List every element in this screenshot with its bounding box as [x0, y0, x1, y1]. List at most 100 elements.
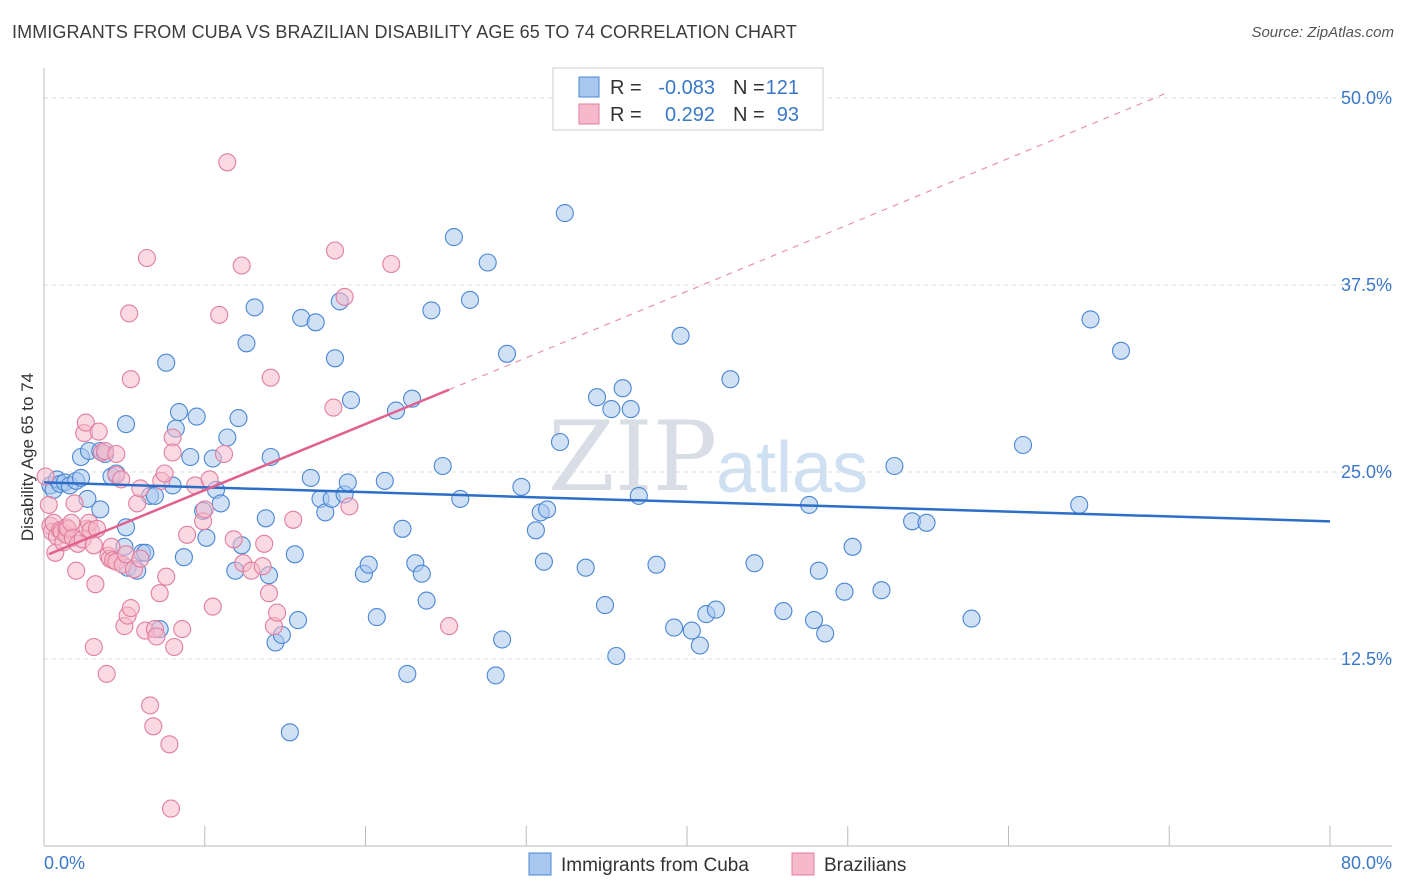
brazilians-point — [440, 617, 459, 636]
brazilians-point — [137, 248, 156, 268]
cuba-point — [245, 298, 264, 317]
brazilians-point — [218, 153, 237, 172]
cuba-point — [417, 591, 436, 610]
cuba-point — [816, 624, 835, 643]
cuba-point — [885, 456, 904, 476]
cuba-point — [422, 301, 441, 320]
bottom-legend-label-cuba: Immigrants from Cuba — [561, 855, 749, 876]
cuba-point — [359, 555, 378, 574]
brazilians-point — [131, 549, 150, 568]
legend-swatch-blue — [578, 76, 600, 98]
x-tick-label-max: 80.0% — [1341, 853, 1392, 873]
cuba-point — [587, 388, 607, 407]
brazilians-point — [335, 287, 354, 306]
brazilians-point — [121, 370, 140, 389]
y-tick-label: 25.0% — [1341, 462, 1392, 482]
brazilians-point — [340, 497, 359, 516]
legend-r-value-2: 0.292 — [665, 104, 715, 126]
cuba-point — [613, 379, 632, 398]
legend-r-value-1: -0.083 — [658, 77, 715, 99]
cuba-point — [534, 552, 553, 571]
trend-line-brazilians-extension — [448, 91, 1170, 391]
cuba-point — [211, 494, 230, 513]
brazilians-point — [165, 637, 184, 657]
cuba-point — [301, 468, 320, 487]
cuba-point — [71, 468, 91, 487]
y-tick-label: 50.0% — [1341, 88, 1392, 108]
cuba-point — [872, 581, 891, 600]
cuba-point — [398, 664, 417, 683]
brazilians-point — [120, 304, 139, 323]
brazilians-point — [144, 717, 163, 736]
cuba-point — [486, 666, 505, 685]
bottom-legend-swatch-brazilians — [791, 852, 815, 876]
brazilians-point — [325, 241, 345, 260]
brazilians-point — [76, 413, 95, 432]
cuba-point — [187, 407, 206, 426]
brazilians-point — [141, 696, 160, 715]
cuba-point — [607, 646, 626, 666]
brazilians-point — [255, 534, 274, 553]
brazilians-point — [150, 584, 169, 603]
cuba-point — [690, 636, 709, 655]
cuba-point — [444, 228, 463, 247]
cuba-point — [706, 600, 725, 619]
y-tick-label: 37.5% — [1341, 275, 1392, 295]
y-tick-label: 12.5% — [1341, 649, 1392, 669]
cuba-point — [197, 528, 216, 547]
cuba-point — [478, 253, 497, 272]
cuba-point — [671, 326, 690, 345]
series-brazilians — [36, 153, 459, 818]
cuba-point — [375, 471, 394, 490]
watermark-atlas: atlas — [716, 428, 868, 508]
brazilians-point — [382, 254, 401, 274]
cuba-point — [174, 548, 193, 567]
cuba-point — [325, 349, 345, 368]
brazilians-point — [161, 799, 181, 818]
legend-n-value-2: 93 — [777, 104, 799, 126]
cuba-point — [493, 630, 512, 649]
legend-swatch-pink — [578, 103, 600, 125]
brazilians-point — [284, 510, 303, 529]
bottom-legend-label-brazilians: Brazilians — [824, 855, 906, 876]
cuba-point — [665, 618, 684, 637]
brazilians-point — [195, 500, 214, 519]
trend-lines — [43, 91, 1331, 556]
brazilians-point — [107, 444, 126, 464]
cuba-point — [181, 447, 200, 467]
cuba-point — [526, 521, 545, 540]
legend-r-label-2: R = — [610, 104, 642, 126]
cuba-point — [169, 403, 189, 422]
cuba-point — [512, 477, 531, 496]
cuba-point — [451, 489, 470, 508]
brazilians-point — [89, 422, 108, 441]
brazilians-point — [160, 735, 179, 754]
trend-line-brazilians — [48, 388, 450, 556]
cuba-point — [218, 428, 237, 447]
cuba-point — [917, 513, 936, 532]
brazilians-point — [268, 603, 287, 622]
brazilians-point — [203, 597, 222, 616]
bottom-legend: Immigrants from Cuba Brazilians — [528, 852, 906, 876]
cuba-point — [393, 519, 412, 538]
cuba-point — [809, 561, 828, 580]
cuba-point — [621, 400, 640, 419]
trend-line-cuba — [43, 481, 1331, 523]
cuba-point — [338, 473, 357, 492]
cuba-point — [256, 509, 275, 528]
cuba-point — [721, 370, 740, 389]
brazilians-point — [62, 513, 81, 532]
cuba-point — [550, 432, 570, 452]
brazilians-point — [173, 620, 192, 639]
cuba-point — [341, 391, 361, 410]
cuba-point — [433, 456, 452, 476]
axes — [43, 68, 1392, 847]
brazilians-point — [253, 557, 272, 576]
cuba-point — [1111, 341, 1131, 360]
legend-n-label-1: N = — [733, 77, 765, 99]
cuba-point — [1070, 495, 1089, 514]
legend-box: R = -0.083 N = 121 R = 0.292 N = 93 — [552, 67, 824, 131]
cuba-point — [843, 537, 862, 556]
legend-n-label-2: N = — [733, 104, 765, 126]
cuba-point — [285, 545, 304, 564]
